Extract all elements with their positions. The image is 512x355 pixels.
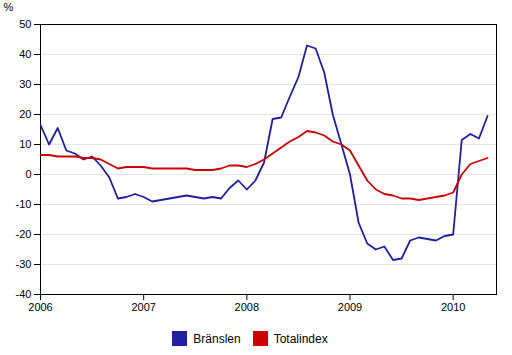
html-text:Totalindex: Totalindex: [273, 331, 328, 346]
svg-text:10: 10: [19, 138, 31, 150]
svg-text:50: 50: [19, 18, 31, 30]
svg-text:-40: -40: [16, 288, 32, 300]
svg-text:30: 30: [19, 78, 31, 90]
svg-text:-10: -10: [16, 198, 32, 210]
svg-text:2009: 2009: [338, 301, 362, 313]
svg-text:0: 0: [25, 168, 31, 180]
svg-text:%: %: [4, 1, 14, 13]
svg-text:2007: 2007: [131, 301, 155, 313]
html-text:Bränslen: Bränslen: [193, 331, 241, 346]
svg-text:20: 20: [19, 108, 31, 120]
svg-text:2006: 2006: [28, 301, 52, 313]
svg-text:2010: 2010: [441, 301, 465, 313]
svg-text:-20: -20: [16, 228, 32, 240]
svg-text:40: 40: [19, 48, 31, 60]
svg-text:-30: -30: [16, 258, 32, 270]
svg-text:2008: 2008: [235, 301, 259, 313]
